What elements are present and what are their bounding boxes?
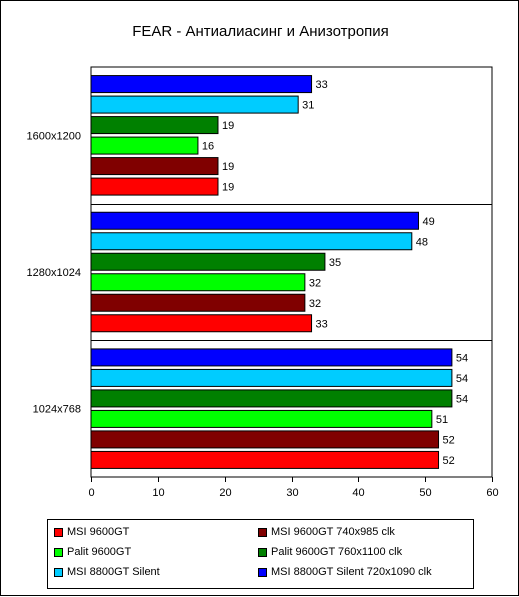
data-label: 31 bbox=[302, 100, 314, 112]
data-label: 48 bbox=[416, 236, 428, 248]
bar bbox=[90, 177, 219, 196]
bar bbox=[90, 368, 453, 387]
x-tick-label: 30 bbox=[286, 487, 298, 499]
data-label: 54 bbox=[456, 373, 468, 385]
x-tick-label: 60 bbox=[486, 487, 498, 499]
data-label: 35 bbox=[329, 257, 341, 269]
data-label: 54 bbox=[456, 352, 468, 364]
legend-label: Palit 9600GT bbox=[67, 546, 132, 558]
legend-label: Palit 9600GT 760x1100 clk bbox=[271, 546, 403, 558]
legend-swatch bbox=[54, 567, 63, 577]
bar bbox=[90, 157, 219, 176]
x-tick-label: 10 bbox=[152, 487, 164, 499]
data-label: 19 bbox=[222, 161, 234, 173]
legend-item: Palit 9600GT 760x1100 clk bbox=[258, 544, 402, 560]
bar bbox=[90, 273, 306, 292]
bar bbox=[90, 348, 453, 367]
bar bbox=[90, 252, 326, 271]
x-tick-label: 20 bbox=[219, 487, 231, 499]
data-label: 54 bbox=[456, 393, 468, 405]
data-label: 32 bbox=[309, 298, 321, 310]
data-label: 19 bbox=[222, 182, 234, 194]
bar bbox=[90, 232, 413, 251]
bar bbox=[90, 430, 440, 449]
x-tick-label: 40 bbox=[352, 487, 364, 499]
bar bbox=[90, 314, 313, 333]
data-label: 52 bbox=[443, 434, 455, 446]
x-tick-label: 0 bbox=[88, 487, 94, 499]
chart-legend: MSI 9600GT MSI 9600GT 740x985 clk Palit 96… bbox=[47, 519, 474, 589]
legend-swatch bbox=[54, 527, 63, 537]
legend-item: MSI 8800GT Silent bbox=[54, 564, 160, 580]
bar bbox=[90, 116, 219, 135]
category-label: 1024x768 bbox=[33, 404, 81, 416]
legend-item: MSI 9600GT 740x985 clk bbox=[258, 524, 395, 540]
bar bbox=[90, 211, 419, 230]
bar bbox=[90, 75, 313, 94]
legend-label: MSI 8800GT Silent bbox=[67, 566, 160, 578]
data-label: 49 bbox=[422, 216, 434, 228]
plot-area bbox=[90, 66, 493, 478]
x-tick-label: 50 bbox=[419, 487, 431, 499]
bar bbox=[90, 389, 453, 408]
data-label: 52 bbox=[443, 455, 455, 467]
legend-item: MSI 9600GT bbox=[54, 524, 129, 540]
category-label: 1600x1200 bbox=[27, 130, 81, 142]
legend-label: MSI 8800GT Silent 720x1090 clk bbox=[271, 566, 432, 578]
legend-label: MSI 9600GT bbox=[67, 526, 130, 538]
data-label: 33 bbox=[316, 318, 328, 330]
legend-swatch bbox=[258, 547, 267, 557]
chart-title: FEAR - Антиалиасинг и Анизотропия bbox=[132, 23, 389, 40]
legend-swatch bbox=[258, 527, 267, 537]
bar bbox=[90, 136, 199, 155]
bar bbox=[90, 95, 299, 114]
legend-item: MSI 8800GT Silent 720x1090 clk bbox=[258, 564, 432, 580]
bar bbox=[90, 409, 433, 428]
legend-item: Palit 9600GT bbox=[54, 544, 131, 560]
data-label: 51 bbox=[436, 414, 448, 426]
legend-swatch bbox=[258, 567, 267, 577]
data-label: 32 bbox=[309, 277, 321, 289]
legend-swatch bbox=[54, 547, 63, 557]
data-label: 33 bbox=[316, 79, 328, 91]
category-label: 1280x1024 bbox=[27, 267, 81, 279]
bar bbox=[90, 293, 306, 312]
data-label: 19 bbox=[222, 120, 234, 132]
legend-label: MSI 9600GT 740x985 clk bbox=[271, 526, 395, 538]
data-label: 16 bbox=[202, 141, 214, 153]
bar bbox=[90, 450, 440, 469]
